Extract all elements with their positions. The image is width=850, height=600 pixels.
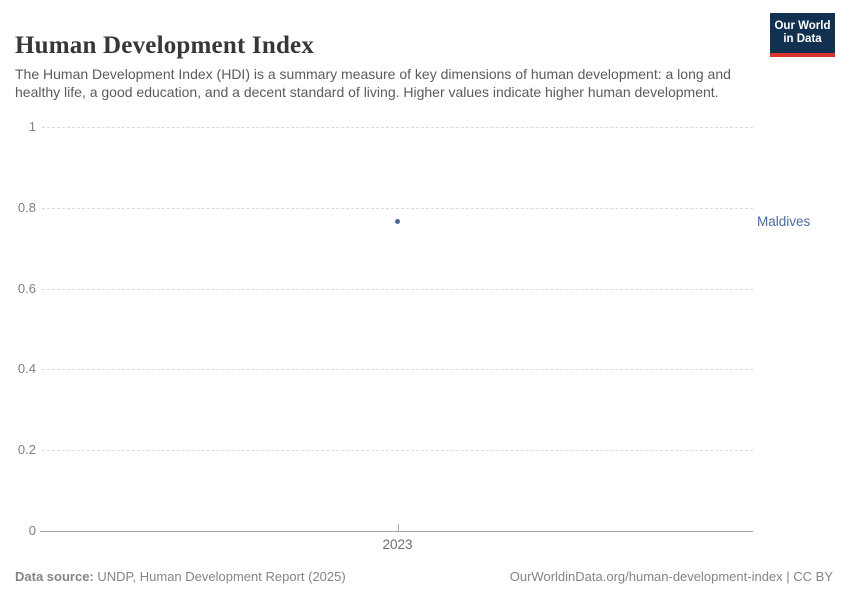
data-source-text: UNDP, Human Development Report (2025) xyxy=(97,569,346,584)
attribution-link[interactable]: OurWorldinData.org/human-development-ind… xyxy=(509,569,833,584)
data-point-maldives[interactable] xyxy=(395,219,400,225)
data-source: Data source: UNDP, Human Development Rep… xyxy=(15,569,346,584)
owid-logo[interactable]: Our World in Data xyxy=(770,13,835,57)
gridline xyxy=(42,288,753,290)
y-axis-tick-label: 0.4 xyxy=(17,361,36,377)
y-axis-tick-label: 0.8 xyxy=(17,199,36,215)
y-axis-tick-label: 0.2 xyxy=(17,442,36,458)
gridline xyxy=(42,369,753,371)
y-axis-tick-label: 0.6 xyxy=(17,280,36,296)
chart-subtitle: The Human Development Index (HDI) is a s… xyxy=(15,66,731,100)
gridline xyxy=(42,450,753,452)
owid-logo-line2: in Data xyxy=(783,33,822,45)
x-axis-tick xyxy=(397,524,399,531)
owid-logo-line1: Our World xyxy=(774,20,831,32)
y-axis-tick-label: 0 xyxy=(28,523,36,538)
gridline xyxy=(42,127,753,128)
x-axis-tick-label: 2023 xyxy=(382,537,413,552)
data-source-label: Data source: xyxy=(15,569,94,584)
chart-footer: Data source: UNDP, Human Development Rep… xyxy=(15,569,833,584)
entity-label-maldives[interactable]: Maldives xyxy=(757,213,811,229)
x-axis-line xyxy=(40,531,753,532)
page-title: Human Development Index xyxy=(15,31,315,59)
y-axis-tick-label: 1 xyxy=(28,119,36,134)
gridline xyxy=(42,207,753,209)
